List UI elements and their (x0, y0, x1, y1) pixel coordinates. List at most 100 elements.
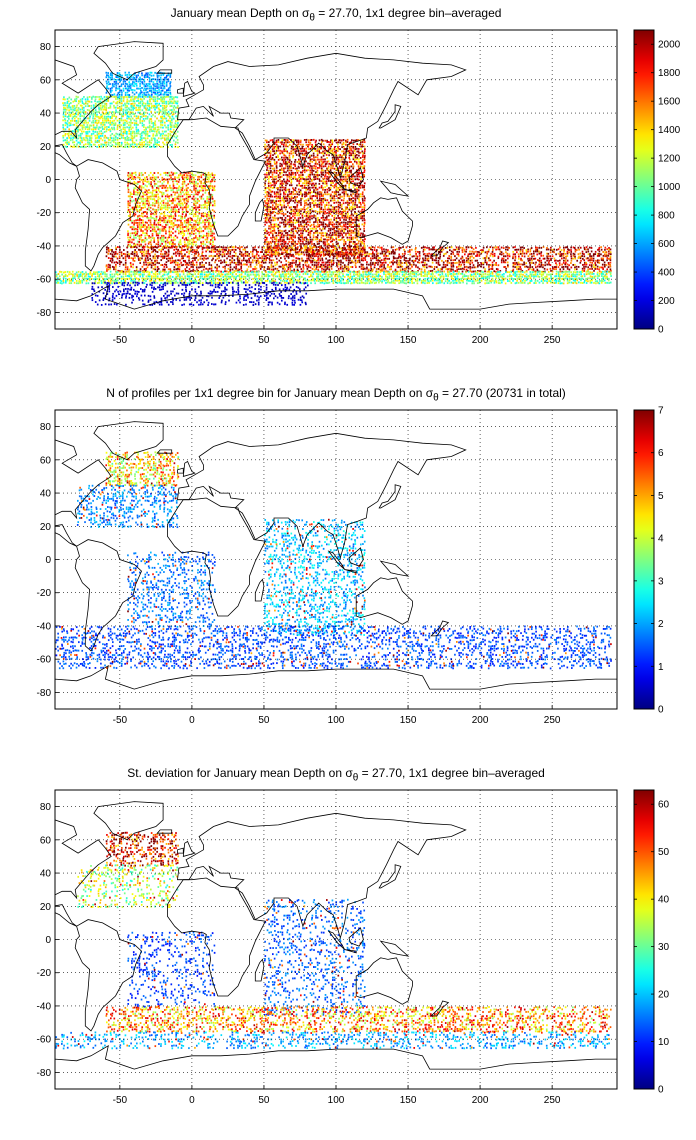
data-bin (327, 178, 330, 180)
data-bin (311, 202, 314, 204)
data-bin (270, 231, 272, 234)
data-bin (138, 198, 141, 200)
data-bin (134, 187, 137, 190)
data-bin (134, 122, 136, 125)
data-bin (139, 85, 141, 88)
data-bin (126, 126, 128, 129)
data-bin (356, 216, 358, 219)
data-bin (206, 173, 208, 176)
data-bin (346, 141, 349, 143)
data-bin (128, 81, 131, 84)
data-bin (160, 123, 162, 126)
data-bin (140, 208, 143, 211)
data-bin (343, 195, 346, 197)
data-bin (135, 199, 137, 202)
data-bin (362, 234, 364, 236)
data-bin (157, 137, 160, 140)
data-bin (198, 238, 201, 241)
data-bin (359, 201, 362, 204)
data-bin (155, 209, 158, 211)
data-bin (294, 177, 297, 180)
data-bin (284, 193, 287, 196)
data-bin (198, 200, 201, 202)
data-bin (99, 98, 102, 100)
data-bin (206, 178, 208, 181)
data-bin (317, 217, 319, 219)
data-bin (324, 216, 327, 219)
data-bin (133, 146, 136, 148)
data-bin (153, 106, 155, 109)
data-bin (292, 167, 295, 170)
data-bin (209, 217, 212, 220)
data-bin (352, 236, 354, 239)
data-bin (280, 206, 283, 209)
data-bin (363, 169, 366, 172)
data-bin (277, 193, 280, 196)
data-bin (270, 201, 272, 204)
data-bin (212, 243, 214, 246)
data-bin (314, 230, 317, 233)
data-bin (285, 234, 287, 237)
data-bin (350, 180, 353, 183)
data-bin (177, 198, 180, 200)
data-bin (142, 202, 145, 205)
data-bin (292, 244, 295, 247)
data-bin (305, 246, 308, 249)
data-bin (356, 173, 358, 176)
data-bin (361, 173, 364, 176)
data-bin (270, 242, 273, 245)
data-bin (320, 186, 323, 189)
data-bin (361, 198, 364, 200)
data-bin (154, 210, 156, 213)
data-bin (154, 93, 157, 96)
data-bin (269, 145, 272, 148)
data-bin (155, 132, 158, 135)
data-bin (326, 225, 329, 228)
data-bin (96, 124, 98, 127)
data-bin (135, 91, 138, 94)
data-bin (135, 126, 138, 129)
data-bin (196, 222, 199, 224)
data-bin (163, 107, 166, 110)
data-bin (294, 249, 297, 252)
data-bin (64, 108, 67, 111)
data-bin (277, 187, 279, 189)
data-bin (333, 154, 336, 156)
data-bin (335, 253, 338, 256)
data-bin (86, 132, 89, 135)
data-bin (314, 215, 317, 217)
data-bin (298, 193, 300, 196)
data-bin (127, 178, 130, 180)
data-bin (170, 105, 173, 107)
data-bin (107, 266, 110, 269)
data-bin (142, 102, 145, 105)
data-bin (292, 188, 295, 191)
data-bin (280, 221, 283, 224)
data-bin (75, 106, 78, 109)
data-bin (357, 210, 360, 213)
data-bin (120, 78, 123, 81)
data-bin (346, 138, 349, 141)
data-bin (145, 228, 148, 230)
data-bin (83, 126, 85, 129)
data-bin (206, 202, 208, 204)
data-bin (302, 230, 304, 232)
data-bin (142, 183, 145, 185)
data-bin (160, 93, 162, 96)
data-bin (208, 221, 210, 224)
data-bin (326, 251, 329, 254)
data-bin (94, 128, 97, 131)
data-bin (163, 180, 165, 183)
data-bin (131, 251, 134, 253)
data-bin (142, 219, 144, 222)
data-bin (279, 208, 282, 211)
data-bin (129, 243, 131, 246)
data-bin (318, 139, 321, 142)
data-bin (148, 85, 151, 88)
data-bin (298, 229, 300, 232)
data-bin (77, 120, 80, 123)
data-bin (298, 160, 300, 163)
data-bin (109, 136, 112, 139)
data-bin (185, 219, 188, 222)
data-bin (339, 239, 342, 241)
